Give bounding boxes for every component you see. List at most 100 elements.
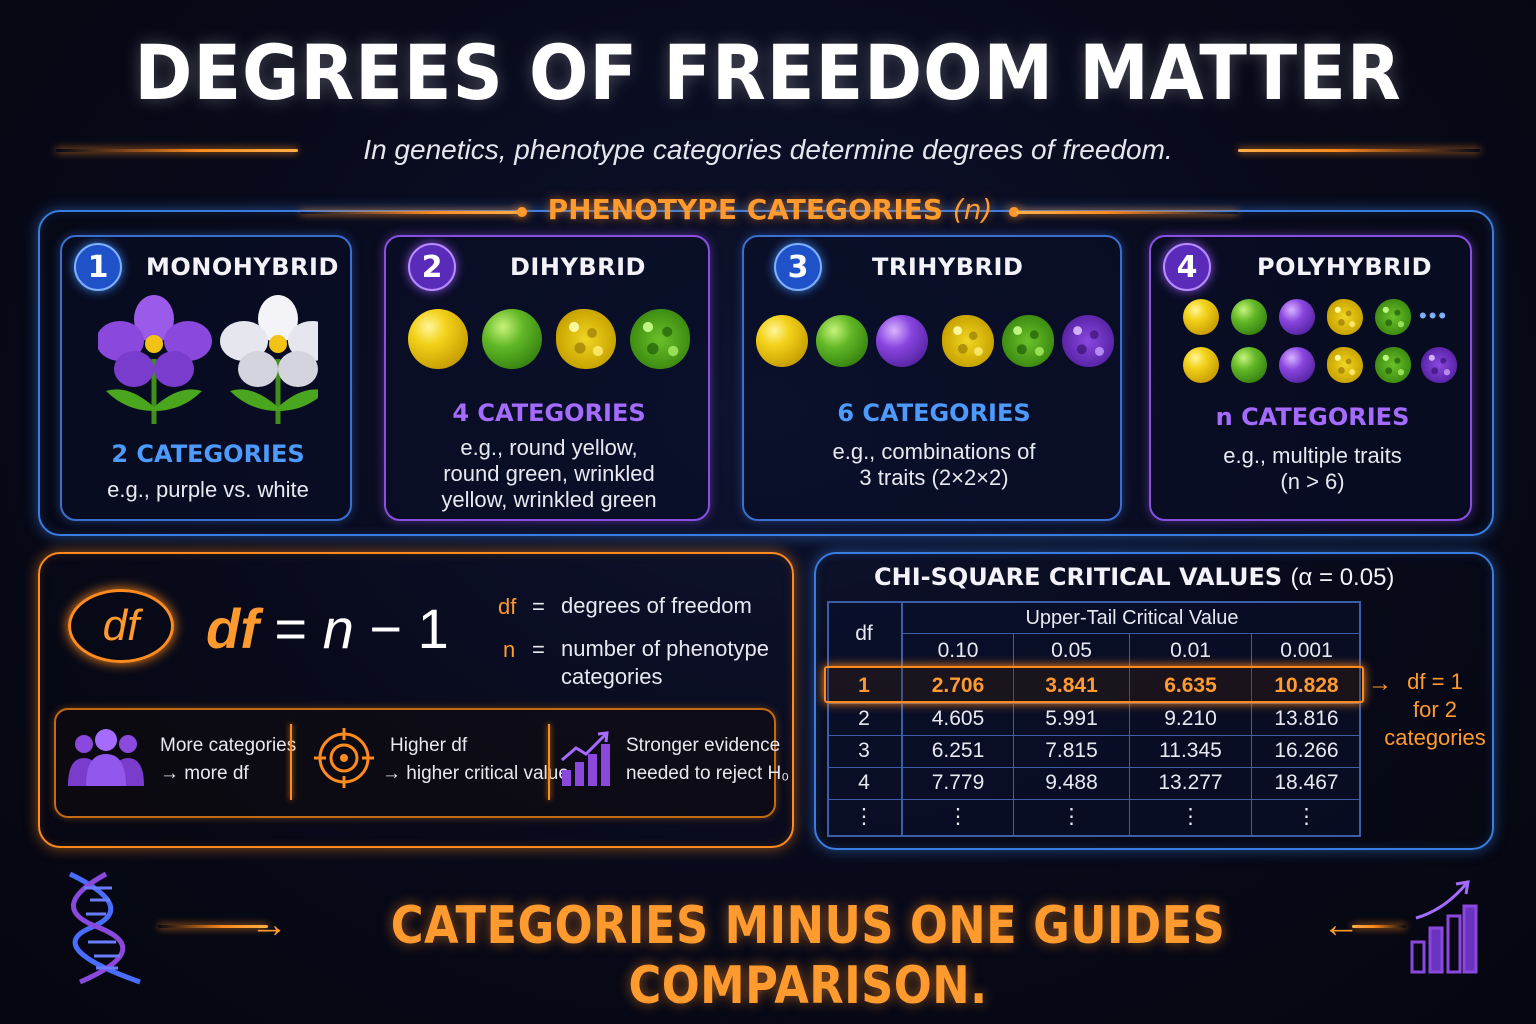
definition-line: categories xyxy=(561,664,663,689)
table-title-text: CHI-SQUARE CRITICAL VALUES xyxy=(874,563,1283,591)
heading-right-dot xyxy=(1009,207,1019,217)
table-cell: 5.991 xyxy=(1045,707,1098,730)
round-yellow-pea-icon xyxy=(408,309,468,369)
description-line: e.g., multiple traits xyxy=(1223,443,1402,468)
card-dihybrid: 2 DIHYBRID 4 CATEGORIES e.g., round yell… xyxy=(384,235,710,521)
definition-value: number of phenotype categories xyxy=(561,635,769,691)
table-cell: 10.828 xyxy=(1274,674,1339,697)
round-purple-pea-icon xyxy=(1279,347,1315,383)
round-yellow-pea-icon xyxy=(756,315,808,367)
effects-box xyxy=(54,708,776,818)
definition-key: n xyxy=(503,637,516,662)
card-number-badge: 4 xyxy=(1163,243,1211,291)
effect-line: → more df xyxy=(160,763,249,784)
category-description: e.g., multiple traits (n > 6) xyxy=(1151,443,1474,495)
category-count: 4 CATEGORIES xyxy=(452,399,646,427)
wrinkled-green-pea-icon xyxy=(1002,315,1054,367)
card-number-badge: 2 xyxy=(408,243,456,291)
wrinkled-green-pea-icon xyxy=(630,309,690,369)
critical-values-panel xyxy=(814,552,1494,850)
heading-right-rule xyxy=(1016,211,1238,214)
effect-line: needed to reject H₀ xyxy=(626,763,790,784)
description-line: e.g., purple vs. white xyxy=(107,477,309,502)
card-number-badge: 3 xyxy=(774,243,822,291)
annotation-line: categories xyxy=(1384,725,1486,750)
phenotype-heading-text: PHENOTYPE CATEGORIES xyxy=(547,193,944,226)
purple-flower-icon xyxy=(98,295,212,424)
effect-text: Stronger evidence needed to reject H₀ xyxy=(626,732,789,788)
df-formula: df = n − 1 xyxy=(206,596,449,661)
description-line: yellow, wrinkled green xyxy=(441,487,657,512)
table-cell: ⋮ xyxy=(1296,805,1317,828)
table-cell: ⋮ xyxy=(853,805,875,828)
round-green-pea-icon xyxy=(1231,347,1267,383)
card-trihybrid: 3 TRIHYBRID 6 CATEGORIES e.g., combinati… xyxy=(742,235,1122,521)
round-purple-pea-icon xyxy=(876,315,928,367)
category-description: e.g., purple vs. white xyxy=(62,477,354,503)
round-green-pea-icon xyxy=(1231,299,1267,335)
table-alpha: (α = 0.05) xyxy=(1290,564,1395,591)
table-cell: 6.251 xyxy=(931,739,985,762)
flower-pair-icon xyxy=(98,295,318,424)
category-count: n CATEGORIES xyxy=(1215,403,1410,431)
df-circle-icon: df xyxy=(68,589,174,663)
heading-left-rule xyxy=(300,211,522,214)
formula-equals: = xyxy=(274,597,308,660)
heading-left-dot xyxy=(517,207,527,217)
definition-equals: = xyxy=(532,637,545,662)
table-grid-line xyxy=(827,735,1361,736)
round-green-pea-icon xyxy=(816,315,868,367)
row-header: df xyxy=(855,622,873,645)
description-line: round green, wrinkled xyxy=(443,461,655,486)
formula-minus-one: − 1 xyxy=(353,597,449,660)
bar-chart-icon xyxy=(561,731,610,786)
table-title: CHI-SQUARE CRITICAL VALUES (α = 0.05) xyxy=(874,563,1394,592)
round-yellow-pea-icon xyxy=(1183,347,1219,383)
right-arrow-icon: → xyxy=(250,904,288,946)
critical-values-table xyxy=(827,601,1361,837)
annotation-arrow-icon: → xyxy=(1368,670,1392,697)
formula-lhs: df xyxy=(206,597,259,660)
page-subtitle: In genetics, phenotype categories determ… xyxy=(363,134,1173,165)
table-annotation: df = 1 for 2 categories xyxy=(1384,668,1486,752)
phenotype-heading: PHENOTYPE CATEGORIES (n) xyxy=(540,193,1000,226)
effects-divider xyxy=(548,724,550,800)
table-cell: 7.815 xyxy=(1045,739,1098,762)
footer-right-rule xyxy=(1352,925,1406,928)
wrinkled-yellow-pea-icon xyxy=(1327,299,1363,335)
subtitle-left-rule xyxy=(56,149,298,152)
card-title: TRIHYBRID xyxy=(872,253,1024,281)
table-grid-line xyxy=(827,767,1361,768)
effect-line: Stronger evidence xyxy=(626,735,781,756)
category-description: e.g., combinations of 3 traits (2×2×2) xyxy=(744,439,1124,491)
card-polyhybrid: 4 POLYHYBRID ••• n CATEGORIES e.g., mult… xyxy=(1149,235,1472,521)
definition-equals: = xyxy=(532,594,545,619)
group-header: Upper-Tail Critical Value xyxy=(1025,607,1239,629)
card-title: DIHYBRID xyxy=(510,253,646,281)
wrinkled-yellow-pea-icon xyxy=(942,315,994,367)
white-flower-icon xyxy=(220,295,318,424)
definition-value: degrees of freedom xyxy=(561,593,752,618)
phenotype-heading-n: (n) xyxy=(952,193,993,226)
table-cell: 4.605 xyxy=(931,707,985,730)
table-cell: 6.635 xyxy=(1164,674,1217,697)
table-grid-line xyxy=(901,633,1361,634)
table-cell: 7.779 xyxy=(931,771,985,794)
round-purple-pea-icon xyxy=(1279,299,1315,335)
description-line: e.g., combinations of xyxy=(832,439,1036,464)
table-cell: 3 xyxy=(858,739,870,762)
formula-n: n xyxy=(322,597,354,660)
table-cell: 4 xyxy=(858,771,870,794)
description-line: 3 traits (2×2×2) xyxy=(859,465,1009,490)
effect-line: → higher critical value xyxy=(382,763,569,784)
footer-left-rule xyxy=(158,925,268,928)
highlighted-row xyxy=(824,666,1364,703)
subtitle-right-rule xyxy=(1238,149,1480,152)
table-cell: 9.210 xyxy=(1164,707,1217,730)
column-header: 0.001 xyxy=(1280,639,1333,662)
table-cell: ⋮ xyxy=(947,805,969,828)
wrinkled-yellow-pea-icon xyxy=(1327,347,1363,383)
description-line: e.g., round yellow, xyxy=(460,435,638,460)
table-grid-line xyxy=(827,799,1361,800)
card-title: MONOHYBRID xyxy=(146,253,339,281)
